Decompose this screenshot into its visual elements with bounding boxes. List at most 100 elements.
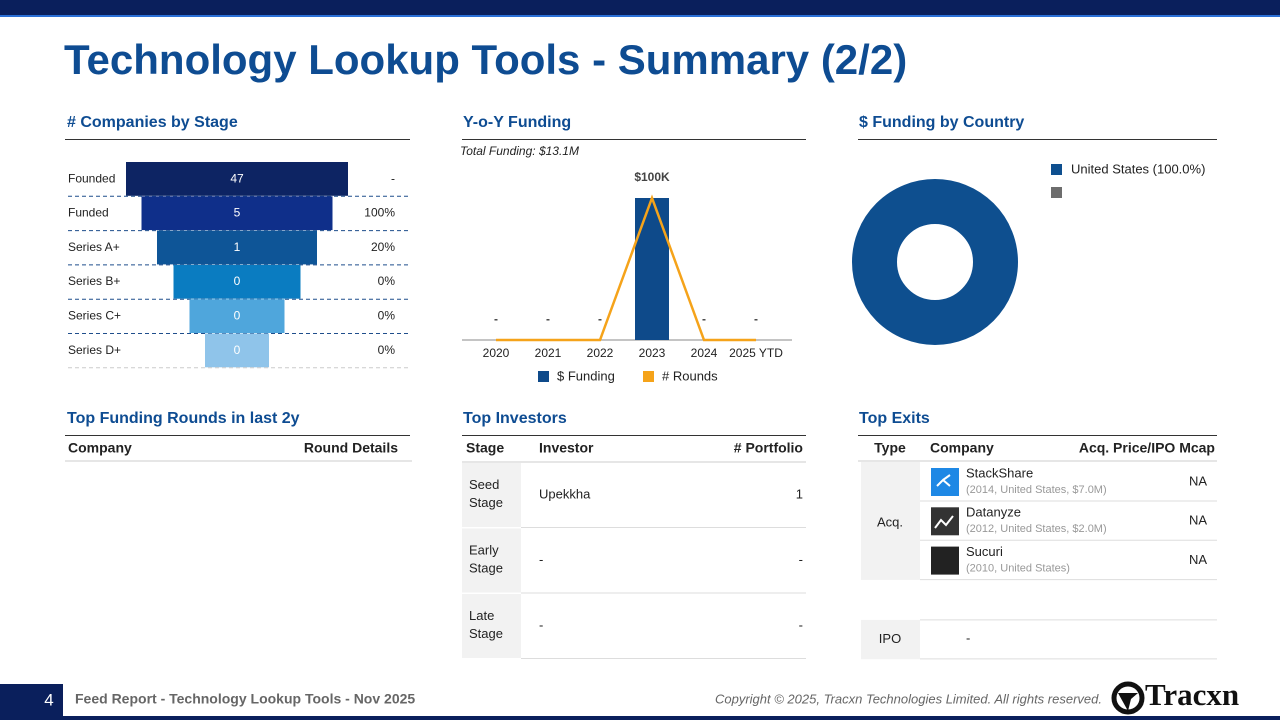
table-header: Company: [68, 440, 132, 456]
data-label: -: [546, 312, 550, 326]
table-header: Investor: [539, 440, 594, 456]
stage-cell: [462, 528, 521, 593]
investor-name: Upekkha: [539, 486, 591, 501]
company-name: Sucuri: [966, 544, 1003, 559]
chart-subtitle: Total Funding: $13.1M: [460, 144, 579, 158]
company-name: StackShare: [966, 465, 1033, 480]
top-bar: [0, 0, 1280, 15]
funnel-bar: [141, 196, 333, 231]
company-logo-glyph: [934, 515, 954, 529]
legend-swatch: [538, 371, 549, 382]
company-detail: (2010, United States): [966, 563, 1070, 575]
stage-name: Late Stage: [469, 608, 503, 641]
funnel-bar: [173, 264, 301, 299]
x-tick-label: 2021: [535, 346, 562, 360]
section-title: $ Funding by Country: [859, 114, 1024, 131]
stage-label: Series C+: [68, 309, 121, 323]
legend-label: $ Funding: [557, 368, 615, 383]
section-title: Top Exits: [859, 410, 930, 427]
page-number-box: [0, 684, 63, 716]
legend-swatch: [1051, 164, 1062, 175]
logo-text: Tracxn: [1145, 677, 1239, 712]
section-rules: [65, 139, 1217, 436]
stage-conversion: 0%: [378, 309, 396, 323]
data-label: -: [494, 312, 498, 326]
stage-cell: [462, 594, 521, 658]
stage-label: Series D+: [68, 343, 121, 357]
footer-report: Feed Report - Technology Lookup Tools - …: [75, 691, 415, 707]
company-detail: (2012, United States, $2.0M): [966, 523, 1107, 535]
stage-conversion: 0%: [378, 274, 396, 288]
stage-count: 1: [234, 240, 241, 254]
logo-icon: [1118, 693, 1138, 711]
bar: [635, 198, 669, 340]
data-label: -: [598, 312, 602, 326]
company-logo: [931, 507, 959, 536]
stage-conversion: -: [391, 171, 395, 185]
stage-count: 0: [234, 343, 241, 357]
exit-price: NA: [1189, 552, 1207, 567]
stage-name: Early Stage: [469, 543, 503, 576]
x-tick-label: 2024: [691, 346, 718, 360]
stage-count: 47: [230, 171, 244, 185]
table-header: Acq. Price/IPO Mcap: [1079, 440, 1215, 456]
section-title: Top Investors: [463, 410, 567, 427]
funnel-bar: [205, 333, 269, 368]
bottom-bar: [0, 716, 1280, 720]
exit-type: Acq.: [877, 514, 903, 529]
exit-price: NA: [1189, 513, 1207, 528]
investor-name: -: [539, 552, 543, 567]
exit-type: IPO: [879, 631, 901, 646]
x-tick-label: 2023: [639, 346, 666, 360]
stage-label: Series A+: [68, 240, 120, 254]
portfolio-count: 1: [796, 486, 803, 501]
table-header: Company: [930, 440, 994, 456]
table-header: Stage: [466, 440, 504, 456]
top-bar-accent: [0, 15, 1280, 17]
copyright: Copyright © 2025, Tracxn Technologies Li…: [715, 691, 1102, 706]
stage-label: Founded: [68, 171, 115, 185]
portfolio-count: -: [799, 617, 803, 632]
funnel-bar: [126, 162, 348, 196]
x-tick-label: 2020: [483, 346, 510, 360]
stage-conversion: 0%: [378, 343, 396, 357]
stage-name: Seed Stage: [469, 477, 503, 510]
legend-swatch: [1051, 187, 1062, 198]
page-title: Technology Lookup Tools - Summary (2/2): [64, 36, 907, 83]
x-tick-label: 2025 YTD: [729, 346, 783, 360]
donut-segment: [852, 179, 1018, 345]
company-logo-glyph: [936, 474, 951, 487]
exit-price: NA: [1189, 473, 1207, 488]
type-cell: [861, 619, 920, 660]
table-header: Round Details: [304, 440, 398, 456]
company-name: Datanyze: [966, 505, 1021, 520]
legend-swatch: [643, 371, 654, 382]
legend-label: United States (100.0%): [1071, 161, 1205, 176]
type-cell: [861, 462, 920, 580]
investor-name: -: [539, 617, 543, 632]
funnel-bar: [189, 299, 285, 333]
section-title: Y-o-Y Funding: [463, 114, 571, 131]
section-title: Top Funding Rounds in last 2y: [67, 410, 300, 427]
legend-label: # Rounds: [662, 368, 718, 383]
stage-count: 5: [234, 206, 241, 220]
portfolio-count: -: [799, 552, 803, 567]
stage-conversion: 100%: [364, 206, 395, 220]
stage-count: 0: [234, 309, 241, 323]
company-name: -: [966, 630, 970, 645]
x-tick-label: 2022: [587, 346, 614, 360]
logo-icon: [1111, 681, 1145, 715]
stage-cell: [462, 463, 521, 527]
stage-label: Series B+: [68, 274, 120, 288]
stage-label: Funded: [68, 206, 109, 220]
section-title: # Companies by Stage: [67, 114, 238, 131]
page-number: 4: [44, 690, 53, 709]
stage-conversion: 20%: [371, 240, 395, 254]
company-logo: [931, 546, 959, 575]
data-label: -: [754, 312, 758, 326]
stage-count: 0: [234, 274, 241, 288]
company-detail: (2014, United States, $7.0M): [966, 484, 1107, 496]
table-header: # Portfolio: [734, 440, 803, 456]
line: [496, 194, 756, 342]
